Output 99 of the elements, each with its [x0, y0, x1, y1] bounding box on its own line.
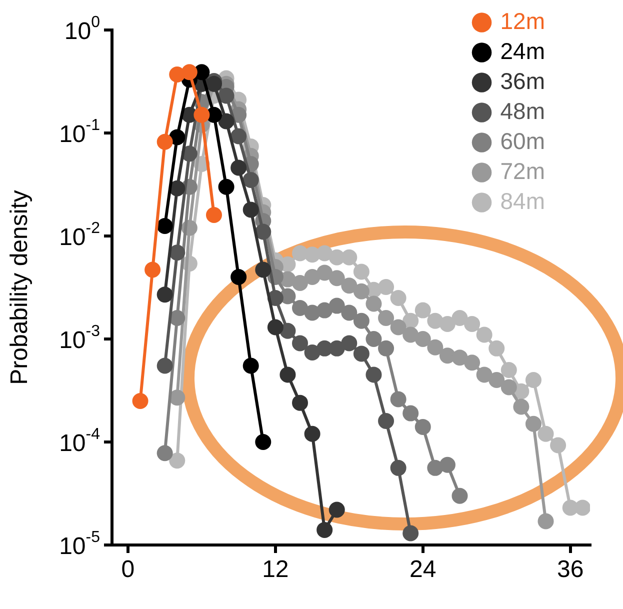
point	[378, 412, 394, 429]
point	[476, 326, 492, 343]
point	[378, 278, 394, 295]
point	[464, 354, 480, 371]
point	[513, 398, 530, 415]
point	[328, 502, 345, 518]
legend-label: 84m	[500, 188, 546, 214]
point	[390, 290, 406, 306]
point	[390, 319, 406, 336]
point	[366, 296, 382, 312]
point	[538, 513, 554, 530]
point	[402, 525, 419, 542]
point	[378, 340, 394, 356]
x-tick-label: 36	[556, 556, 584, 584]
point	[169, 244, 186, 261]
point	[341, 249, 358, 266]
point	[316, 264, 333, 281]
legend-label: 24m	[500, 38, 546, 64]
point	[341, 278, 358, 294]
point	[169, 452, 186, 469]
point	[169, 390, 186, 406]
x-tick-label: 12	[262, 556, 289, 584]
point	[328, 340, 345, 356]
point	[390, 460, 406, 476]
point	[328, 298, 345, 314]
point	[574, 500, 590, 516]
point	[194, 106, 210, 123]
legend-label: 48m	[500, 98, 546, 124]
point	[366, 331, 382, 347]
point	[525, 416, 542, 432]
point	[378, 310, 394, 326]
point	[218, 88, 234, 104]
point	[328, 270, 345, 286]
point	[169, 129, 186, 146]
point	[230, 160, 247, 176]
point	[316, 522, 333, 538]
point	[292, 300, 308, 316]
point	[156, 445, 173, 462]
point	[156, 358, 173, 374]
point	[292, 394, 308, 411]
point	[156, 286, 173, 303]
point	[538, 426, 554, 442]
point	[255, 434, 272, 450]
point	[439, 316, 456, 332]
point	[402, 405, 419, 422]
point	[292, 274, 308, 291]
point	[156, 218, 173, 234]
point	[267, 319, 284, 336]
y-axis-title: Probability density	[6, 190, 34, 385]
point	[242, 358, 259, 374]
point	[341, 304, 358, 321]
point	[316, 245, 333, 262]
point	[452, 350, 468, 366]
point	[525, 372, 542, 388]
point	[414, 418, 431, 435]
point	[452, 310, 468, 326]
point	[414, 302, 431, 318]
legend-label: 60m	[500, 128, 546, 154]
point	[464, 316, 480, 332]
point	[181, 64, 198, 80]
point	[500, 362, 517, 378]
point	[390, 391, 406, 408]
legend-label: 72m	[500, 158, 546, 184]
point	[488, 372, 505, 388]
point	[550, 437, 566, 454]
point	[427, 339, 444, 356]
point	[144, 262, 161, 278]
legend-label: 12m	[500, 8, 546, 34]
point	[488, 340, 505, 356]
point	[353, 346, 370, 362]
point	[292, 335, 308, 352]
point	[353, 264, 370, 280]
point	[500, 379, 517, 396]
point	[218, 178, 234, 195]
point	[218, 113, 234, 130]
point	[230, 128, 247, 144]
x-tick-label: 0	[121, 556, 135, 584]
point	[156, 134, 173, 150]
point	[439, 456, 456, 473]
point	[476, 366, 492, 383]
point	[353, 312, 370, 329]
point	[280, 366, 296, 383]
legend-label: 36m	[500, 68, 546, 94]
point	[242, 172, 259, 188]
point	[341, 335, 358, 352]
point	[414, 331, 431, 347]
point	[402, 326, 419, 343]
point	[316, 302, 333, 318]
point	[206, 206, 222, 223]
point	[304, 426, 320, 442]
x-tick-label: 24	[410, 556, 436, 584]
point	[255, 224, 272, 240]
point	[132, 393, 148, 410]
point	[230, 268, 247, 285]
point	[255, 262, 272, 278]
point	[452, 488, 468, 504]
point	[366, 366, 382, 383]
point	[242, 202, 259, 218]
point	[353, 283, 370, 300]
